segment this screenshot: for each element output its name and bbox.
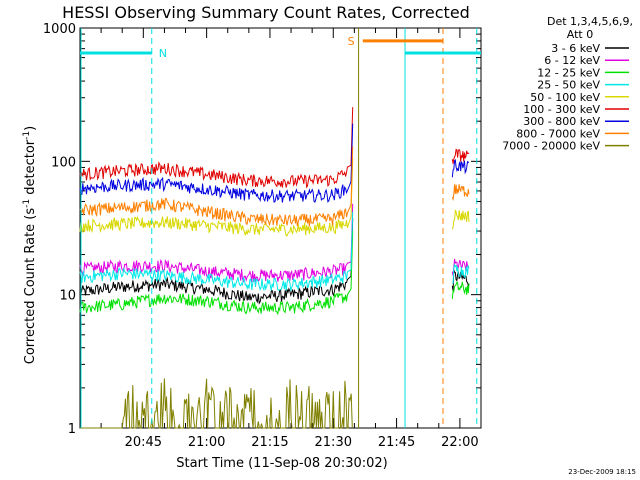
- x-tick-label: 22:00: [441, 435, 478, 450]
- y-axis-label-part2: detector: [23, 139, 38, 199]
- legend-entry-label: 25 - 50 keV: [537, 79, 600, 92]
- legend-entry-label: 100 - 300 keV: [523, 103, 600, 116]
- chart-title: HESSI Observing Summary Count Rates, Cor…: [62, 3, 470, 22]
- x-tick-label: 21:00: [188, 435, 225, 450]
- series-line: [451, 209, 470, 230]
- series-line: [79, 231, 354, 316]
- axis-ticks: 1 10 100 1000 20:45 21:00 21:15 21:30 21:45 22:00: [43, 22, 481, 450]
- series-line: [79, 107, 354, 189]
- footer-date: 23-Dec-2009 18:15: [568, 468, 636, 476]
- y-axis-label-part3: ): [23, 126, 38, 131]
- y-tick-label: 1: [68, 422, 76, 437]
- y-axis-label-sup2: -1: [22, 131, 32, 140]
- legend-entry-label: 300 - 800 keV: [523, 115, 600, 128]
- legend-entry-label: 7000 - 20000 keV: [502, 140, 600, 153]
- series-line: [79, 203, 354, 284]
- x-tick-label: 21:45: [378, 435, 415, 450]
- y-axis-label: Corrected Count Rate (s-1 detector-1): [22, 126, 38, 364]
- series-line: [79, 146, 354, 227]
- y-axis-label-sup1: -1: [22, 199, 32, 208]
- x-tick-label: 21:30: [315, 435, 352, 450]
- series-line: [79, 218, 354, 305]
- y-tick-label: 1000: [43, 22, 76, 37]
- x-axis-label: Start Time (11-Sep-08 20:30:02): [176, 456, 387, 471]
- series-line: [80, 378, 353, 429]
- annotation-label: N: [159, 47, 167, 60]
- y-tick-label: 10: [59, 289, 76, 304]
- series-line: [79, 123, 354, 203]
- legend-entry-label: 6 - 12 keV: [544, 54, 600, 67]
- annotation-layer: NS: [80, 28, 481, 428]
- annotation-label: S: [348, 35, 355, 48]
- legend-entry-label: 50 - 100 keV: [530, 91, 600, 104]
- series-line: [451, 148, 470, 164]
- legend-header: Det 1,3,4,5,6,9,: [547, 15, 633, 28]
- series-line: [452, 262, 470, 284]
- series-line: [451, 280, 470, 300]
- series-line: [79, 158, 354, 237]
- series-layer: [79, 107, 470, 429]
- y-axis-label-part1: Corrected Count Rate (s: [23, 208, 38, 365]
- x-tick-label: 20:45: [125, 435, 162, 450]
- y-tick-label: 100: [51, 155, 76, 170]
- series-line: [79, 211, 354, 292]
- legend-entry-label: 12 - 25 keV: [537, 66, 600, 79]
- series-line: [451, 159, 470, 178]
- legend-entry-label: 3 - 6 keV: [551, 42, 600, 55]
- legend-entry-label: 800 - 7000 keV: [516, 127, 600, 140]
- x-tick-label: 21:15: [251, 435, 288, 450]
- series-line: [451, 184, 470, 202]
- legend-header: Att 0: [567, 28, 593, 41]
